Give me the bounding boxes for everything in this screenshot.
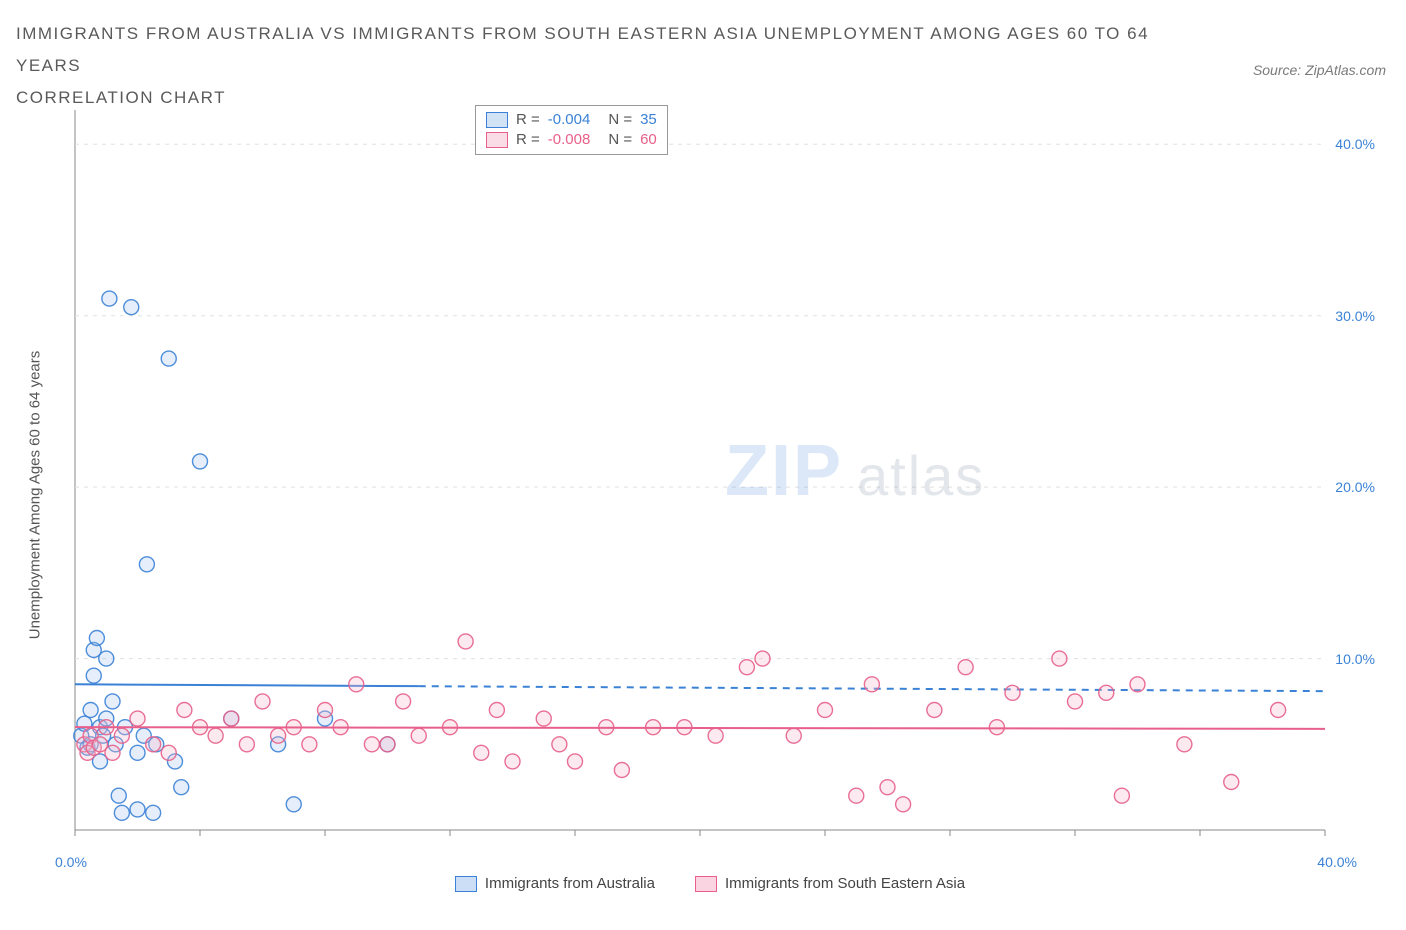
legend-swatch xyxy=(695,876,717,892)
chart-title-line1: IMMIGRANTS FROM AUSTRALIA VS IMMIGRANTS … xyxy=(16,18,1206,82)
y-tick-label: 40.0% xyxy=(1335,136,1375,152)
legend-stats-box: R = -0.004 N = 35 R = -0.008 N = 60 xyxy=(475,105,668,155)
legend-n-label: N = xyxy=(608,130,632,150)
legend-bottom-item: Immigrants from South Eastern Asia xyxy=(695,875,965,892)
source-attribution: Source: ZipAtlas.com xyxy=(1253,62,1386,78)
legend-n-value: 35 xyxy=(640,110,657,130)
legend-r-value: -0.004 xyxy=(548,110,591,130)
legend-swatch xyxy=(486,112,508,128)
y-tick-label: 10.0% xyxy=(1335,651,1375,667)
legend-label: Immigrants from Australia xyxy=(485,875,655,892)
scatter-plot xyxy=(65,100,1355,860)
legend-n-value: 60 xyxy=(640,130,657,150)
chart-container: Unemployment Among Ages 60 to 64 years R… xyxy=(45,100,1375,890)
legend-bottom-item: Immigrants from Australia xyxy=(455,875,655,892)
y-axis-label: Unemployment Among Ages 60 to 64 years xyxy=(27,351,44,640)
legend-swatch xyxy=(486,132,508,148)
y-tick-label: 30.0% xyxy=(1335,308,1375,324)
legend-r-label: R = xyxy=(516,130,540,150)
legend-stats-row: R = -0.008 N = 60 xyxy=(486,130,657,150)
legend-bottom: Immigrants from Australia Immigrants from… xyxy=(45,875,1375,892)
legend-stats-row: R = -0.004 N = 35 xyxy=(486,110,657,130)
legend-label: Immigrants from South Eastern Asia xyxy=(725,875,965,892)
legend-r-label: R = xyxy=(516,110,540,130)
legend-r-value: -0.008 xyxy=(548,130,591,150)
x-max-label: 40.0% xyxy=(1317,854,1357,870)
y-tick-label: 20.0% xyxy=(1335,479,1375,495)
x-origin-label: 0.0% xyxy=(55,854,87,870)
legend-swatch xyxy=(455,876,477,892)
legend-n-label: N = xyxy=(608,110,632,130)
